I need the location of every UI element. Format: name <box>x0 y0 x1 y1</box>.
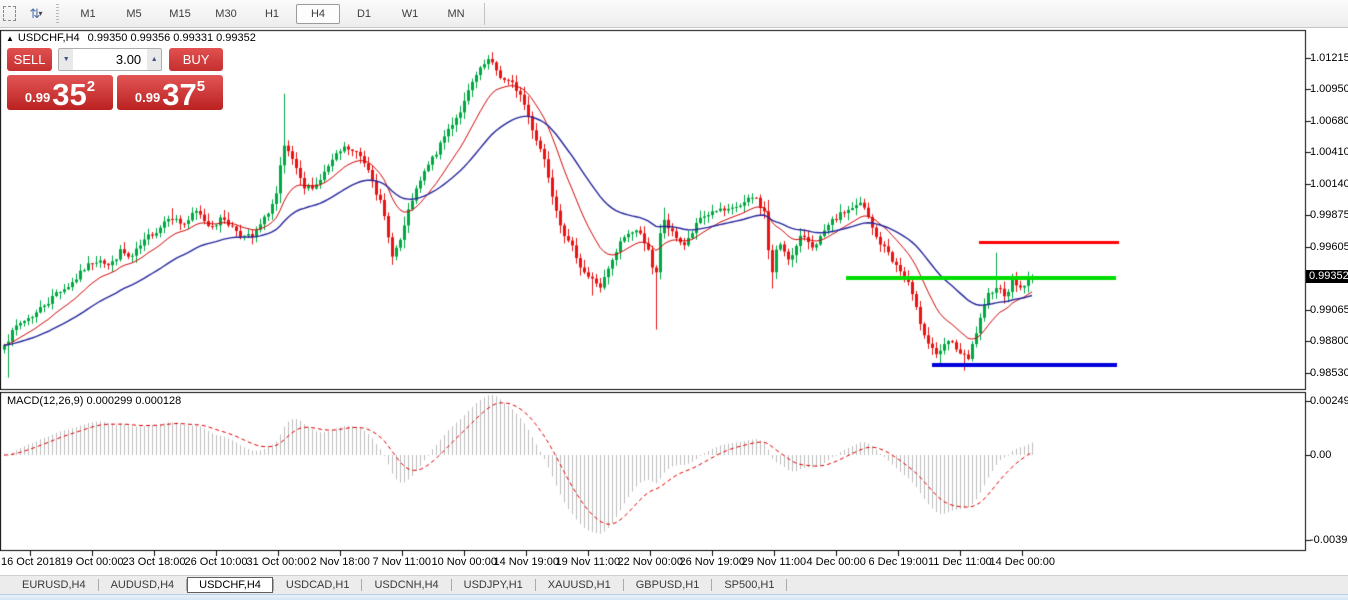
tab-separator <box>786 579 788 591</box>
date-axis-label: 23 Oct 18:00 <box>122 556 186 568</box>
sell-price-box[interactable]: 0.99 35 2 <box>7 75 113 110</box>
date-axis-label: 19 Oct 00:00 <box>60 556 124 568</box>
price-axis-label: 0.99875 <box>1310 209 1348 221</box>
toolbar-separator <box>484 2 485 25</box>
price-axis-label: 0.99065 <box>1310 304 1348 316</box>
price-axis-label: 0.99605 <box>1310 241 1348 253</box>
macd-indicator-label: MACD(12,26,9) 0.000299 0.000128 <box>7 395 182 407</box>
one-click-trading-panel: SELL ▼ ▲ BUY 0.99 35 2 0.99 37 5 <box>7 48 223 110</box>
timeframe-button-h1[interactable]: H1 <box>264 7 280 20</box>
date-axis-label: 7 Nov 11:00 <box>372 556 432 568</box>
date-axis-label: 4 Dec 00:00 <box>806 556 866 568</box>
timeframe-buttons: M1 M5 M15 M30 H1 H4 D1 W1 MN <box>65 3 479 24</box>
chart-tab-usdchf[interactable]: USDCHF,H4 <box>187 577 273 593</box>
chart-window: ▲ USDCHF,H4 0.99350 0.99356 0.99331 0.9935… <box>0 28 1348 575</box>
price-axis-label: 1.00950 <box>1310 83 1348 95</box>
dropdown-caret-icon: ▾ <box>38 9 43 18</box>
sell-price-prefix: 0.99 <box>24 90 51 105</box>
toolbar-grip[interactable] <box>56 3 59 24</box>
tab-separator <box>534 579 536 591</box>
price-axis-label: 1.00140 <box>1310 178 1348 190</box>
buy-price-main: 37 <box>162 76 197 112</box>
macd-axis-label: 0.00 <box>1310 449 1332 461</box>
chart-tab-usdcnh[interactable]: USDCNH,H4 <box>374 579 439 591</box>
chart-tab-xauusd[interactable]: XAUUSD,H1 <box>547 579 611 591</box>
date-axis-label: 14 Nov 19:00 <box>493 556 559 568</box>
date-axis-label: 22 Nov 00:00 <box>617 556 683 568</box>
timeframe-button-m30[interactable]: M30 <box>215 7 237 20</box>
price-chart-canvas[interactable] <box>0 28 1348 575</box>
tab-separator <box>272 579 274 591</box>
order-box-icon[interactable] <box>1 4 23 24</box>
date-axis-label: 29 Nov 11:00 <box>741 556 807 568</box>
tab-separator <box>97 579 99 591</box>
date-axis-label: 11 Dec 11:00 <box>928 556 992 568</box>
date-axis-label: 26 Nov 19:00 <box>679 556 745 568</box>
timeframe-button-w1[interactable]: W1 <box>401 7 419 20</box>
date-axis-label: 6 Dec 19:00 <box>868 556 928 568</box>
timeframe-button-d1[interactable]: D1 <box>356 7 372 20</box>
collapse-arrow-icon[interactable]: ▲ <box>6 34 14 43</box>
chart-title: ▲ USDCHF,H4 0.99350 0.99356 0.99331 0.9935… <box>6 32 256 44</box>
price-axis-label: 1.00410 <box>1310 146 1348 158</box>
timeframe-button-m15[interactable]: M15 <box>169 7 191 20</box>
chart-tab-bar: EURUSD,H4 AUDUSD,H4 USDCHF,H4 USDCAD,H1 USDC… <box>0 575 1348 594</box>
tab-separator <box>711 579 713 591</box>
tab-separator <box>622 579 624 591</box>
date-axis-label: 2 Nov 18:00 <box>310 556 370 568</box>
buy-price-prefix: 0.99 <box>134 90 161 105</box>
volume-control: ▼ ▲ <box>58 48 163 71</box>
date-axis-label: 14 Dec 00:00 <box>989 556 1055 568</box>
volume-decrease-button[interactable]: ▼ <box>62 56 70 63</box>
price-axis-label: 0.98800 <box>1310 335 1348 347</box>
arrows-icon: ⇅ <box>29 6 41 21</box>
buy-price-box[interactable]: 0.99 37 5 <box>117 75 223 110</box>
volume-increase-button[interactable]: ▲ <box>150 56 158 63</box>
chart-tab-audusd[interactable]: AUDUSD,H4 <box>110 579 175 591</box>
timeframe-button-h4[interactable]: H4 <box>296 3 340 24</box>
date-axis-label: 16 Oct 2018 <box>1 556 61 568</box>
sell-price-superscript: 2 <box>86 78 96 95</box>
chart-tab-eurusd[interactable]: EURUSD,H4 <box>22 579 86 591</box>
sell-price-main: 35 <box>52 76 87 112</box>
date-axis-label: 19 Nov 11:00 <box>555 556 621 568</box>
current-price-tag: 0.99352 <box>1306 270 1348 283</box>
price-axis-label: 1.01215 <box>1310 52 1348 64</box>
symbols-cycle-icon[interactable]: ⇅ ▾ <box>25 4 47 24</box>
macd-axis-label: -0.003913 <box>1310 534 1348 546</box>
timeframe-button-m5[interactable]: M5 <box>126 7 142 20</box>
chart-symbol: USDCHF,H4 <box>17 32 80 44</box>
buy-button[interactable]: BUY <box>169 48 223 71</box>
buy-price-superscript: 5 <box>196 78 206 95</box>
volume-input[interactable] <box>73 49 148 70</box>
chart-tab-gbpusd[interactable]: GBPUSD,H1 <box>635 579 700 591</box>
tab-separator <box>186 579 188 591</box>
timeframe-button-m1[interactable]: M1 <box>80 7 96 20</box>
chart-tab-usdjpy[interactable]: USDJPY,H1 <box>463 579 523 591</box>
date-axis-label: 31 Oct 00:00 <box>246 556 310 568</box>
tab-separator <box>361 579 363 591</box>
top-toolbar: ⇅ ▾ M1 M5 M15 M30 H1 H4 D1 W1 MN <box>0 0 1348 28</box>
status-strip <box>0 594 1348 600</box>
timeframe-button-mn[interactable]: MN <box>447 7 465 20</box>
macd-axis-label: 0.002492 <box>1310 395 1348 407</box>
chart-tab-usdcad[interactable]: USDCAD,H1 <box>285 579 350 591</box>
chart-ohlc-values: 0.99350 0.99356 0.99331 0.99352 <box>87 32 256 44</box>
price-axis-label: 0.98530 <box>1310 367 1348 379</box>
date-axis-label: 26 Oct 10:00 <box>184 556 248 568</box>
tab-separator <box>450 579 452 591</box>
chart-tab-sp500[interactable]: SP500,H1 <box>724 579 775 591</box>
sell-button[interactable]: SELL <box>7 48 53 71</box>
price-axis-label: 1.00680 <box>1310 115 1348 127</box>
date-axis-label: 10 Nov 00:00 <box>431 556 497 568</box>
